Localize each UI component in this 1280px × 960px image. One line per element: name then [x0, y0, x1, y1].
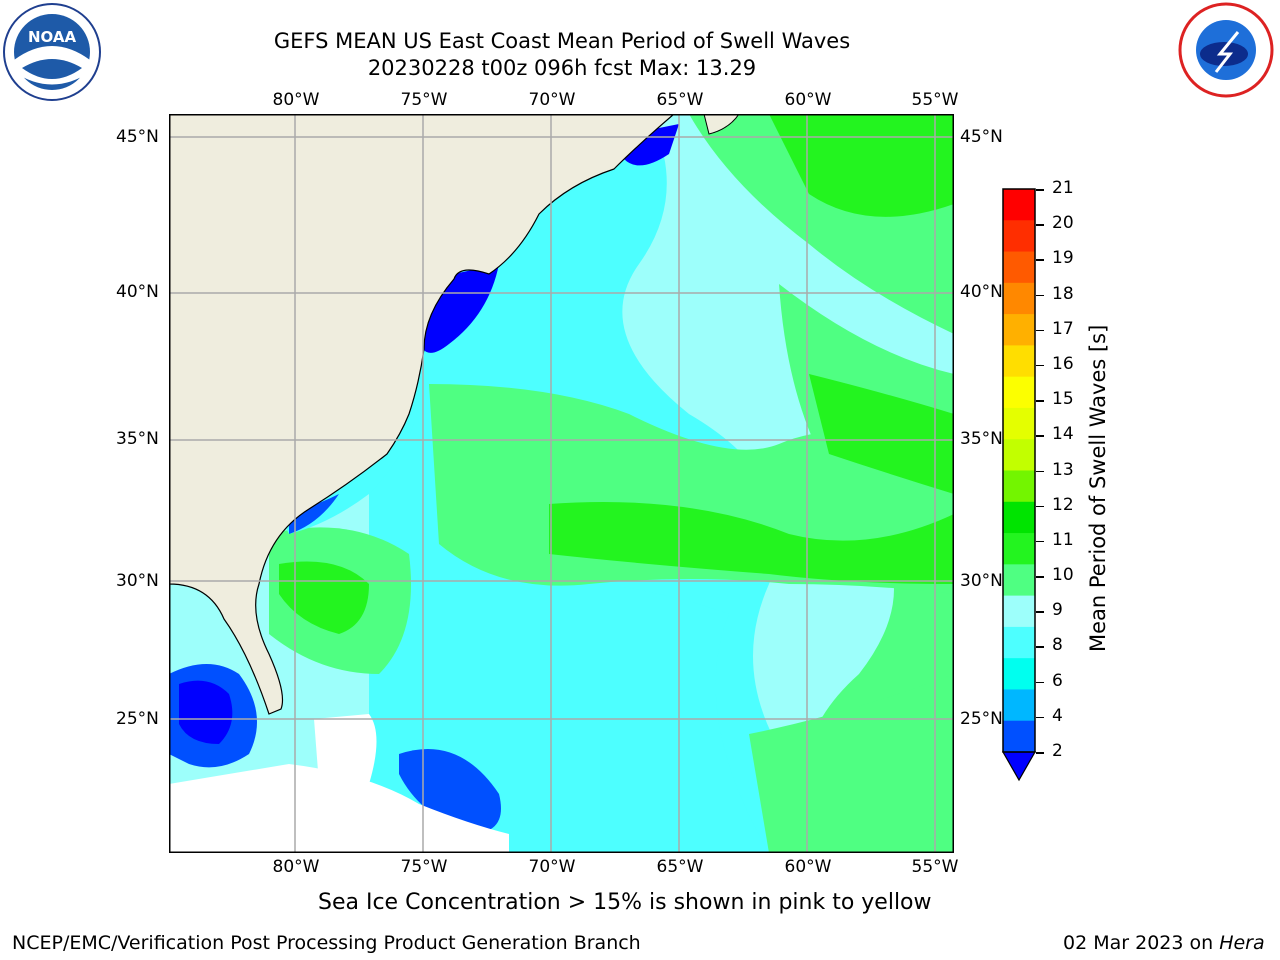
colorbar-segment [1003, 626, 1035, 659]
map-panel [168, 113, 954, 853]
colorbar-segment [1003, 501, 1035, 534]
lon-label-top-80w: 80°W [272, 90, 320, 110]
colorbar-tick-label: 4 [1052, 705, 1063, 726]
nws-logo [1176, 2, 1276, 98]
colorbar-tick-mark [1036, 611, 1044, 613]
colorbar-tick-label: 17 [1052, 318, 1074, 339]
lon-label-bottom-70w: 70°W [528, 857, 576, 877]
lon-label-top-70w: 70°W [528, 90, 576, 110]
colorbar [1001, 188, 1037, 783]
colorbar-tick-label: 9 [1052, 600, 1063, 621]
footer-date: 02 Mar 2023 on Hera [1063, 932, 1265, 954]
footer-date-text: 02 Mar 2023 on [1063, 932, 1220, 954]
colorbar-tick-mark [1036, 681, 1044, 684]
colorbar-tick-mark [1036, 540, 1044, 543]
lat-label-left-30n: 30°N [116, 571, 159, 591]
colorbar-tick-label: 21 [1052, 178, 1074, 198]
colorbar-segment [1003, 189, 1035, 221]
lat-label-right-25n: 25°N [960, 709, 1003, 729]
colorbar-tick-label: 13 [1052, 459, 1074, 480]
map-subtitle: 20230228 t00z 096h fcst Max: 13.29 [367, 56, 757, 80]
lon-label-bottom-65w: 65°W [656, 857, 704, 877]
colorbar-segment [1003, 658, 1035, 690]
lat-label-right-45n: 45°N [960, 127, 1003, 147]
lon-label-top-55w: 55°W [911, 90, 959, 110]
colorbar-tick-label: 19 [1052, 248, 1074, 269]
colorbar-tick-labels: 21 20 19 18 17 16 15 14 13 12 11 10 9 8 6 4 2 [1036, 178, 1080, 770]
colorbar-segment [1003, 376, 1035, 409]
colorbar-tick-label: 2 [1052, 741, 1063, 761]
colorbar-segment [1003, 720, 1035, 753]
lon-label-bottom-75w: 75°W [400, 857, 448, 877]
colorbar-segment [1003, 439, 1035, 471]
colorbar-tick-mark [1036, 716, 1044, 719]
colorbar-segment [1003, 689, 1035, 722]
lon-label-bottom-60w: 60°W [784, 857, 832, 877]
colorbar-title: Mean Period of Swell Waves [s] [1086, 324, 1110, 652]
colorbar-tick-label: 20 [1052, 213, 1074, 234]
colorbar-tick-mark [1036, 294, 1044, 297]
colorbar-segment [1003, 345, 1035, 378]
colorbar-segment [1003, 470, 1035, 503]
colorbar-segment [1003, 595, 1035, 628]
lon-label-bottom-55w: 55°W [911, 857, 959, 877]
graticule [169, 114, 954, 853]
colorbar-tick-mark [1036, 224, 1044, 226]
colorbar-tick-mark [1036, 505, 1044, 508]
lat-label-right-35n: 35°N [960, 429, 1003, 449]
lat-label-right-30n: 30°N [960, 571, 1003, 591]
colorbar-tick-label: 15 [1052, 389, 1074, 410]
footer-credit: NCEP/EMC/Verification Post Processing Pr… [12, 932, 641, 954]
colorbar-tick-label: 8 [1052, 635, 1063, 656]
footer-host: Hera [1219, 932, 1265, 954]
colorbar-tick-mark [1036, 576, 1044, 578]
colorbar-tick-mark [1036, 189, 1044, 191]
colorbar-segment [1003, 282, 1035, 315]
colorbar-segment [1003, 314, 1035, 346]
colorbar-segment [1003, 220, 1035, 253]
colorbar-segment [1003, 533, 1035, 565]
map-title: GEFS MEAN US East Coast Mean Period of S… [273, 29, 851, 53]
lat-label-left-45n: 45°N [116, 127, 159, 147]
colorbar-tick-mark [1036, 400, 1044, 402]
sea-ice-note: Sea Ice Concentration > 15% is shown in … [318, 890, 932, 915]
lat-label-right-40n: 40°N [960, 282, 1003, 302]
colorbar-tick-label: 18 [1052, 283, 1074, 304]
lat-label-left-40n: 40°N [116, 282, 159, 302]
colorbar-tick-mark [1036, 435, 1044, 437]
colorbar-segment [1003, 251, 1035, 284]
lat-label-left-35n: 35°N [116, 429, 159, 449]
colorbar-tick-label: 10 [1052, 565, 1074, 586]
lon-label-top-60w: 60°W [784, 90, 832, 110]
swell-period-field [168, 113, 954, 853]
noaa-logo: NOAA [2, 2, 102, 102]
colorbar-tick-mark [1036, 329, 1044, 332]
colorbar-tick-label: 11 [1052, 529, 1074, 550]
colorbar-tick-label: 14 [1052, 424, 1074, 445]
lon-label-top-65w: 65°W [656, 90, 704, 110]
colorbar-underflow-triangle [1001, 751, 1037, 782]
colorbar-tick-mark [1036, 646, 1044, 648]
colorbar-tick-label: 12 [1052, 494, 1074, 515]
lon-label-top-75w: 75°W [400, 90, 448, 110]
colorbar-tick-mark [1036, 752, 1044, 754]
noaa-logo-text: NOAA [28, 28, 77, 46]
lon-label-bottom-80w: 80°W [272, 857, 320, 877]
colorbar-segment [1003, 564, 1035, 597]
colorbar-tick-label: 6 [1052, 670, 1063, 691]
colorbar-tick-mark [1036, 259, 1044, 261]
colorbar-tick-mark [1036, 364, 1044, 367]
lat-label-left-25n: 25°N [116, 709, 159, 729]
colorbar-segment [1003, 407, 1035, 440]
colorbar-tick-mark [1036, 470, 1044, 472]
colorbar-tick-label: 16 [1052, 353, 1074, 374]
